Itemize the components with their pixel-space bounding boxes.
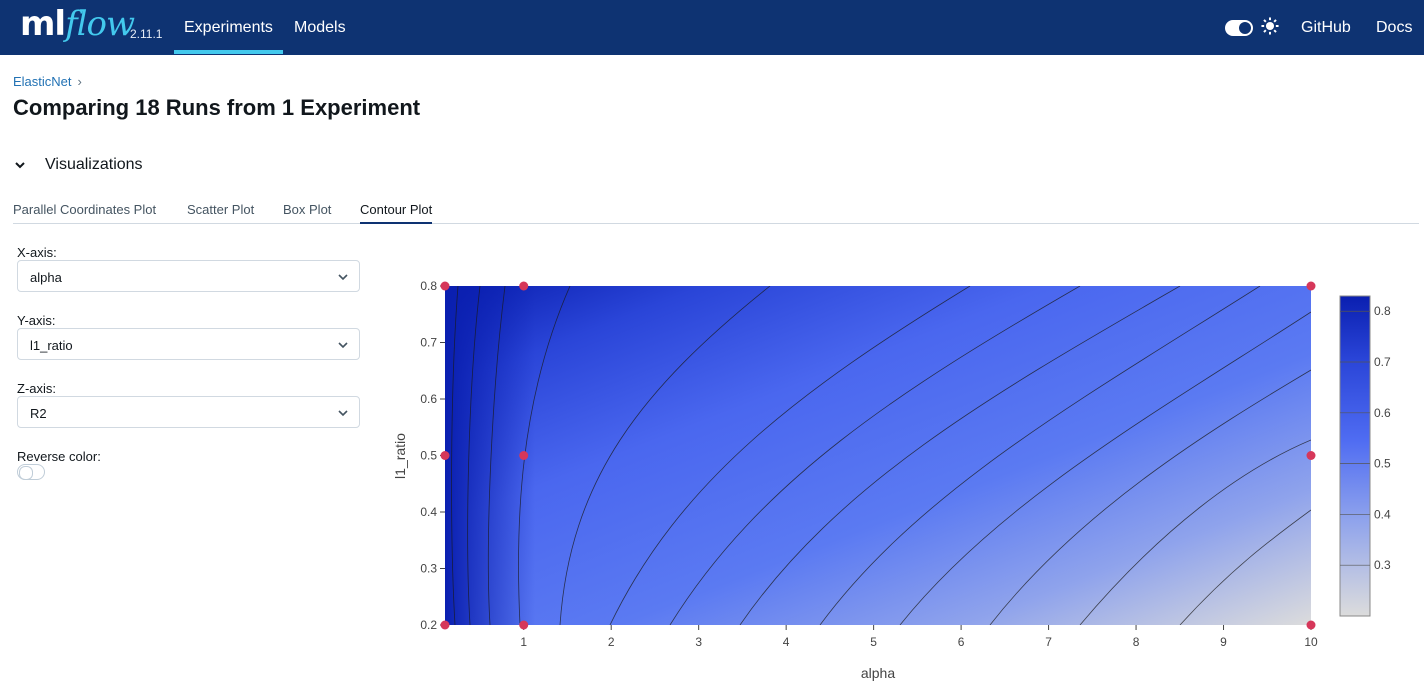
run-point [440,281,450,291]
x-tick-label: 8 [1133,635,1140,649]
tab-box-plot[interactable]: Box Plot [283,202,332,217]
caret-down-icon [338,410,348,417]
y-axis-label: Y-axis: [17,313,56,328]
y-tick-label: 0.7 [420,336,437,350]
section-label: Visualizations [45,156,143,173]
x-axis-select[interactable]: alpha [17,260,360,292]
y-tick-label: 0.6 [420,392,437,406]
colorbar-tick-label: 0.6 [1374,406,1391,420]
colorbar-tick-label: 0.7 [1374,355,1391,369]
x-tick-label: 6 [958,635,965,649]
breadcrumb-experiment-link[interactable]: ElasticNet [13,74,72,89]
y-axis-value: l1_ratio [30,338,73,353]
z-axis-label: Z-axis: [17,381,56,396]
docs-link[interactable]: Docs [1376,19,1413,36]
version-label: 2.11.1 [130,27,163,41]
run-point [440,620,450,630]
caret-down-icon [338,342,348,349]
reverse-color-switch[interactable] [17,464,45,480]
run-point [1306,451,1316,460]
contour-lines [451,286,1311,625]
y-tick-label: 0.4 [420,505,437,519]
logo-flow-text: flow [65,4,135,44]
run-point [519,620,529,630]
x-axis-value: alpha [30,270,62,285]
caret-down-icon [338,274,348,281]
breadcrumb: ElasticNet › [13,74,82,89]
x-tick-label: 7 [1045,635,1052,649]
run-point [440,451,450,460]
chevron-down-icon [15,162,25,169]
colorbar-tick-label: 0.4 [1374,507,1391,521]
x-tick-label: 2 [608,635,615,649]
theme-toggle[interactable] [1225,20,1253,36]
logo-ml-text: ml [20,4,66,44]
tab-scatter-plot[interactable]: Scatter Plot [187,202,255,217]
run-point [519,281,529,291]
top-navbar: mlflow 2.11.1 Experiments Models GitHub … [0,0,1424,55]
sun-icon[interactable] [1261,17,1279,35]
x-tick-label: 5 [870,635,877,649]
x-axis-label: X-axis: [17,245,57,260]
visualizations-section-toggle[interactable]: Visualizations [13,155,143,175]
x-tick-label: 3 [695,635,702,649]
y-tick-label: 0.5 [420,449,437,463]
page-title: Comparing 18 Runs from 1 Experiment [13,95,421,120]
tab-contour-plot[interactable]: Contour Plot [360,202,433,224]
z-axis-select[interactable]: R2 [17,396,360,428]
x-tick-label: 10 [1304,635,1318,649]
mlflow-logo[interactable]: mlflow [20,4,135,44]
contour-plot: 1 2 3 4 5 6 7 8 9 10 0.2 0.3 0.4 0.5 0.6 0.7 0.8 alpha l… [392,279,1391,681]
x-tick-label: 1 [520,635,527,649]
colorbar-tick-label: 0.8 [1374,304,1391,318]
plot-tabs: Parallel Coordinates Plot Scatter Plot B… [13,200,1419,224]
colorbar-tick-label: 0.3 [1374,558,1391,572]
github-link[interactable]: GitHub [1301,19,1351,36]
x-tick-label: 4 [783,635,790,649]
x-tick-label: 9 [1220,635,1227,649]
run-point [519,451,529,460]
breadcrumb-separator: › [77,74,82,89]
run-point [1306,281,1316,291]
colorbar-tick-label: 0.5 [1374,457,1391,471]
reverse-color-label: Reverse color: [17,449,101,464]
y-axis-title: l1_ratio [392,433,408,479]
colorbar [1339,295,1371,617]
run-point [1306,620,1316,630]
y-axis-select[interactable]: l1_ratio [17,328,360,360]
nav-models[interactable]: Models [294,19,346,36]
nav-experiments[interactable]: Experiments [174,19,283,54]
y-tick-label: 0.2 [420,618,437,632]
contour-field [445,286,1311,625]
z-axis-value: R2 [30,406,47,421]
tab-parallel-coordinates[interactable]: Parallel Coordinates Plot [13,202,157,217]
x-axis-title: alpha [861,665,895,681]
y-tick-label: 0.3 [420,562,437,576]
y-tick-label: 0.8 [420,279,437,293]
